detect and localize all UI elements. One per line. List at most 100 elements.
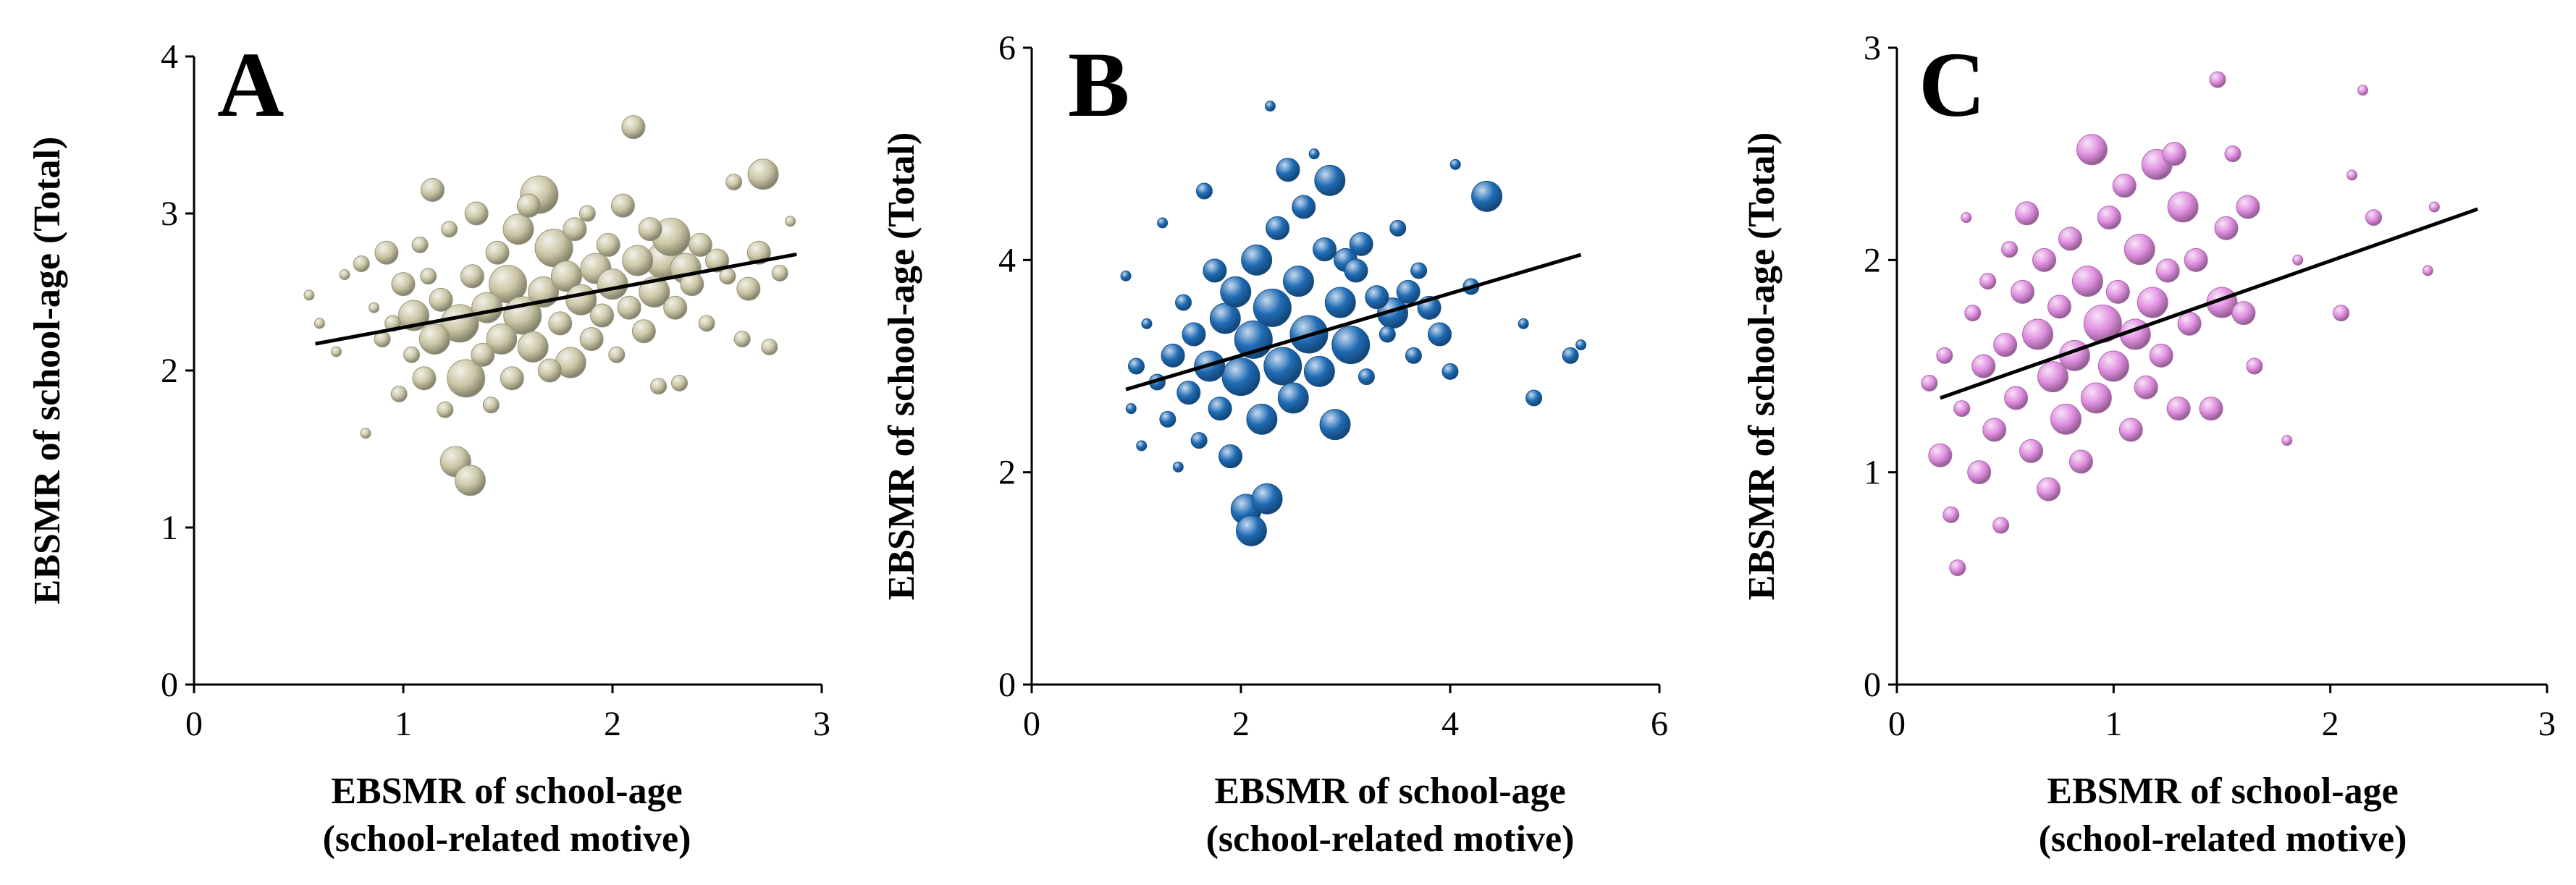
- y-tick-label: 0: [1864, 666, 1881, 704]
- data-point: [2071, 266, 2103, 297]
- data-point: [1208, 397, 1232, 421]
- x-tick-label: 2: [2322, 705, 2339, 743]
- data-point: [688, 232, 712, 257]
- data-point: [2097, 350, 2129, 382]
- data-point: [596, 232, 620, 257]
- data-point: [638, 217, 662, 242]
- data-point: [2022, 318, 2054, 350]
- data-point: [1220, 276, 1252, 308]
- data-point: [2333, 305, 2350, 322]
- data-point: [698, 315, 715, 332]
- chart-panel-b: 0 2 4 6 0 2 4 6 B EBSMR of school-age (Total) EBSM…: [881, 29, 1668, 860]
- data-point: [517, 331, 549, 363]
- data-point: [2149, 343, 2173, 368]
- data-point: [725, 174, 743, 191]
- y-tick-label: 3: [161, 195, 178, 233]
- data-point: [1161, 343, 1185, 368]
- data-point: [1971, 354, 1996, 378]
- data-point: [2292, 254, 2304, 266]
- data-point: [1319, 409, 1351, 441]
- y-tick-label: 2: [1864, 241, 1881, 279]
- data-point: [534, 229, 573, 268]
- x-tick-label: 2: [604, 705, 621, 743]
- y-tick-label: 1: [161, 509, 178, 547]
- data-point: [1246, 403, 1278, 435]
- data-point: [2047, 295, 2071, 319]
- data-point: [1276, 158, 1300, 182]
- data-point: [1921, 374, 1938, 391]
- x-axis-title-line: (school-related motive): [1206, 818, 1575, 860]
- data-point: [1992, 517, 2010, 534]
- x-axis-title-line: EBSMR of school-age: [331, 771, 682, 812]
- data-point: [2162, 142, 2186, 166]
- data-point: [1195, 182, 1213, 200]
- data-point: [2214, 216, 2239, 240]
- data-point: [2011, 279, 2035, 304]
- panel-letter: A: [217, 33, 284, 136]
- data-point: [2155, 258, 2180, 283]
- y-axis-title: EBSMR of school-age (Total): [881, 132, 922, 601]
- data-point: [610, 193, 635, 218]
- y-axis-title: EBSMR of school-age (Total): [1741, 132, 1782, 601]
- data-point: [516, 193, 541, 218]
- data-point: [454, 465, 486, 496]
- data-point: [1177, 381, 1201, 405]
- data-point: [747, 158, 779, 190]
- data-point: [2428, 201, 2440, 213]
- data-point: [1253, 288, 1292, 327]
- data-point: [2076, 134, 2108, 166]
- data-point: [736, 276, 761, 301]
- data-point: [2246, 357, 2263, 375]
- data-point: [1396, 279, 1420, 304]
- x-axis-title-line: (school-related motive): [2039, 818, 2407, 860]
- data-point: [548, 311, 573, 336]
- data-point: [1331, 326, 1371, 365]
- data-point: [2137, 287, 2168, 318]
- data-point: [719, 268, 736, 285]
- data-point: [1389, 219, 1407, 237]
- data-point: [1303, 355, 1335, 387]
- data-point: [1441, 363, 1459, 380]
- data-point: [2224, 145, 2242, 163]
- y-tick-label: 6: [998, 29, 1016, 67]
- data-point: [2037, 361, 2069, 393]
- data-point: [2001, 241, 2019, 258]
- x-tick-label: 4: [1441, 705, 1459, 743]
- data-point: [2166, 397, 2191, 421]
- x-axis-title-line: EBSMR of school-age: [2047, 771, 2398, 812]
- data-point: [1172, 461, 1184, 473]
- x-tick-label: 0: [185, 705, 203, 743]
- data-point: [1982, 418, 2007, 442]
- data-point: [489, 265, 527, 304]
- y-tick-label: 0: [161, 666, 178, 704]
- data-point: [2357, 85, 2369, 96]
- data-point: [411, 236, 429, 253]
- trend-line: [315, 252, 797, 346]
- data-point: [1209, 302, 1241, 334]
- data-point: [1953, 400, 1971, 418]
- data-point: [2422, 265, 2433, 276]
- data-point: [369, 302, 380, 313]
- data-point: [761, 338, 778, 355]
- data-point: [420, 177, 445, 202]
- data-point: [1282, 266, 1314, 297]
- data-point: [374, 240, 399, 265]
- y-tick-label: 2: [998, 454, 1016, 492]
- data-point: [1120, 270, 1132, 281]
- data-point: [563, 217, 587, 242]
- data-point: [1190, 432, 1208, 449]
- data-point: [1942, 506, 1960, 523]
- data-point: [1141, 318, 1153, 329]
- data-point: [617, 295, 641, 320]
- data-point: [1277, 382, 1309, 414]
- data-point: [2019, 439, 2044, 463]
- data-point: [2365, 209, 2383, 226]
- data-point: [486, 323, 518, 355]
- x-axis-title-line: (school-related motive): [323, 818, 691, 860]
- data-point: [1349, 232, 1373, 256]
- data-point: [2134, 375, 2158, 399]
- data-point: [1221, 357, 1260, 397]
- chart-panel-a: 0 1 2 3 4 0 1 2 3 A EBSMR of school-age (Total) EBS…: [27, 33, 830, 860]
- data-point: [1518, 318, 1529, 329]
